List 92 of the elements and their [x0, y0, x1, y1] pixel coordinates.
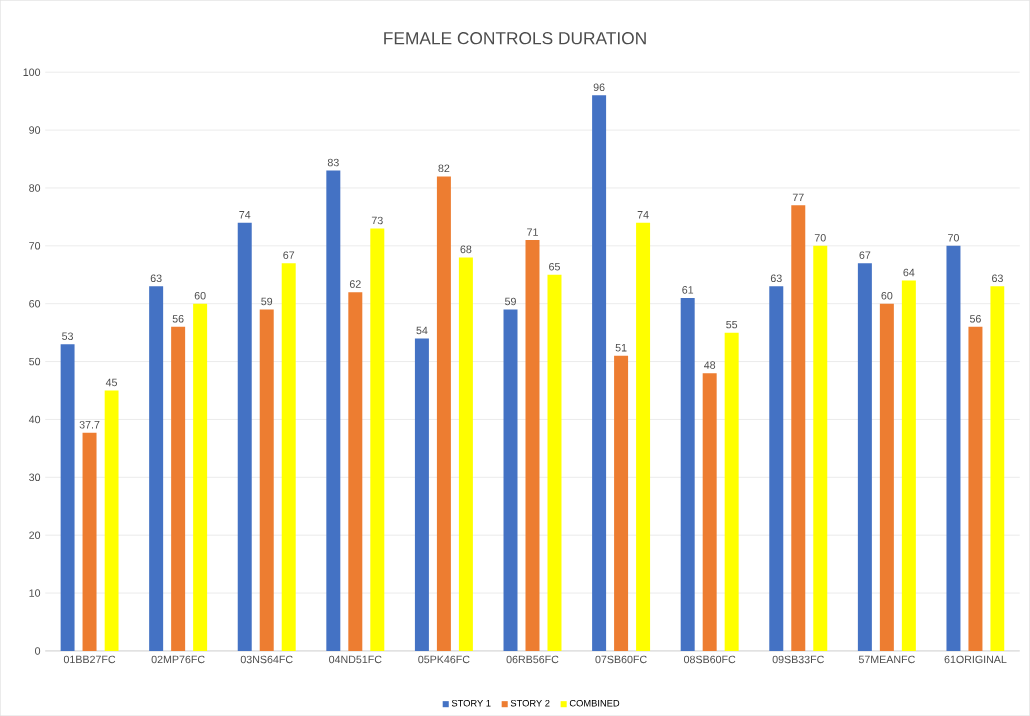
bar [104, 390, 119, 651]
bar [82, 432, 97, 651]
y-tick-label: 60 [29, 299, 41, 308]
bar [414, 338, 429, 651]
data-label: 60 [881, 291, 893, 300]
bar [614, 355, 629, 651]
data-label: 73 [371, 216, 383, 225]
bar [171, 326, 186, 651]
y-tick-label: 50 [29, 357, 41, 366]
data-label: 74 [239, 211, 251, 219]
y-tick-label: 30 [29, 473, 41, 482]
bar [259, 309, 274, 651]
data-label: 45 [105, 378, 118, 387]
bar [193, 303, 208, 651]
bar [680, 297, 695, 651]
data-label: 71 [527, 228, 538, 236]
bar [592, 95, 607, 651]
data-label: 96 [593, 83, 605, 92]
legend-label: COMBINED [569, 699, 620, 707]
bar [879, 303, 894, 651]
data-label: 70 [814, 233, 826, 242]
bar [769, 286, 784, 651]
y-tick-label: 90 [29, 126, 41, 134]
x-tick-label: 09SB33FC [772, 655, 824, 664]
bar [348, 292, 363, 651]
data-label: 64 [903, 268, 915, 277]
bar [326, 170, 341, 651]
y-tick-label: 40 [28, 415, 41, 424]
data-label: 60 [194, 291, 206, 300]
bar [724, 332, 739, 651]
chart-title: FEMALE CONTROLS DURATION [384, 32, 646, 45]
bar [813, 245, 828, 651]
data-label: 67 [283, 251, 295, 259]
y-tick-label: 80 [29, 184, 41, 192]
x-tick-label: 04ND51FC [329, 655, 382, 664]
data-label: 61 [682, 286, 694, 294]
x-tick-label: 57MEANFC [858, 655, 915, 664]
legend-label: STORY 2 [510, 699, 550, 707]
bar [149, 286, 164, 651]
bar [60, 344, 75, 651]
bar [547, 274, 562, 651]
data-label: 59 [505, 297, 516, 306]
data-label: 53 [62, 332, 74, 340]
bar [901, 280, 916, 651]
data-label: 62 [349, 280, 361, 288]
data-label: 63 [992, 274, 1003, 282]
x-tick-label: 03NS64FC [240, 655, 293, 664]
x-tick-label: 02MP76FC [151, 655, 205, 664]
data-label: 55 [726, 320, 738, 329]
x-tick-label: 05PK46FC [418, 655, 470, 664]
bar [636, 222, 651, 651]
y-tick-label: 70 [29, 241, 41, 250]
data-label: 65 [549, 262, 560, 271]
data-label: 77 [792, 193, 804, 201]
data-label: 68 [460, 245, 472, 254]
bar [458, 257, 473, 651]
bar [791, 205, 806, 651]
data-label: 48 [704, 361, 716, 369]
data-label: 67 [859, 251, 871, 259]
data-label: 56 [969, 314, 981, 323]
bar [281, 263, 296, 651]
bar [990, 286, 1005, 651]
bar [237, 222, 252, 651]
data-label: 37.7 [79, 420, 100, 429]
legend-label: STORY 1 [451, 699, 491, 707]
data-label: 51 [615, 344, 627, 352]
data-label: 83 [327, 158, 339, 167]
y-tick-label: 10 [29, 589, 41, 597]
y-tick-label: 0 [35, 647, 41, 655]
bar [946, 245, 961, 651]
data-label: 74 [637, 211, 649, 219]
data-label: 56 [172, 314, 184, 323]
data-label: 59 [261, 297, 273, 306]
y-tick-label: 20 [29, 531, 41, 539]
data-label: 70 [948, 233, 959, 242]
data-label: 63 [770, 274, 782, 282]
data-label: 63 [150, 274, 162, 282]
x-tick-label: 61ORIGINAL [944, 655, 1007, 664]
x-tick-label: 01BB27FC [63, 655, 116, 664]
data-label: 82 [438, 164, 450, 173]
x-tick-label: 06RB56FC [506, 655, 559, 664]
data-label: 54 [416, 326, 428, 335]
bar [857, 263, 872, 651]
bar [503, 309, 518, 651]
bar [525, 239, 540, 651]
bar [436, 176, 451, 651]
bar [370, 228, 385, 651]
bar [702, 373, 717, 651]
bar [968, 326, 983, 651]
x-tick-label: 07SB60FC [595, 655, 647, 664]
y-tick-label: 100 [23, 68, 41, 76]
x-tick-label: 08SB60FC [684, 655, 736, 664]
